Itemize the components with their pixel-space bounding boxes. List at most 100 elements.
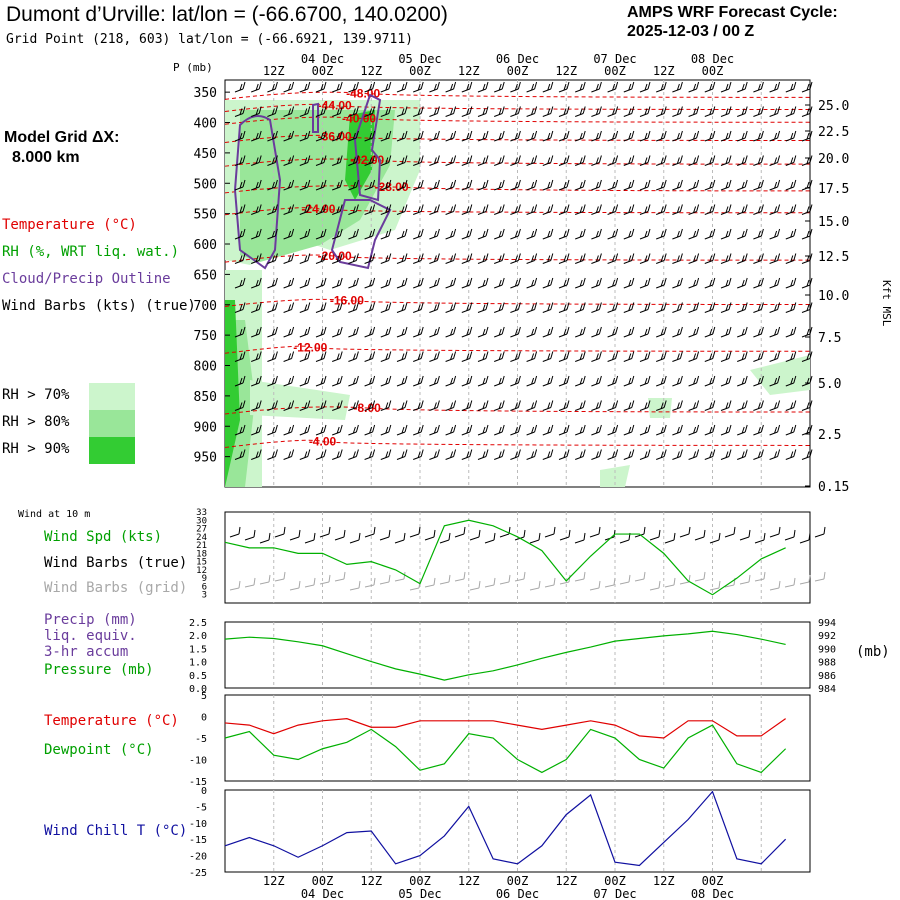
wind-barb	[558, 204, 570, 215]
wind-barb	[623, 204, 635, 215]
wind-barb	[380, 253, 392, 264]
grid-wind-barb	[319, 581, 330, 585]
wind-barb	[494, 326, 505, 338]
wind-barb	[332, 449, 343, 460]
wind-barb	[720, 326, 732, 338]
wind-barb	[575, 81, 586, 93]
wind-tick-label: 33	[196, 508, 207, 518]
wind-barb	[623, 253, 635, 264]
surface-wind-barb	[424, 536, 435, 541]
surface-wind-barb	[694, 536, 705, 541]
temperature-contour	[224, 439, 811, 448]
wind-barb	[753, 449, 764, 460]
wind-barb	[429, 228, 440, 240]
wind-barb	[234, 253, 246, 264]
wind-barb	[737, 179, 748, 191]
legend-cloud-outline: Cloud/Precip Outline	[2, 271, 171, 287]
wind-barb	[737, 326, 748, 338]
pressure-tick-label: 600	[194, 238, 217, 253]
wind-barb	[526, 449, 538, 460]
surface-wind-barb	[439, 539, 450, 544]
wind-barb	[510, 302, 521, 313]
grid-wind-barb	[808, 574, 811, 583]
wind-barb	[753, 204, 764, 215]
surface-wind-barb	[373, 526, 376, 535]
wind-barb	[623, 130, 635, 142]
surface-wind-barb	[484, 539, 495, 544]
wind-barb	[380, 81, 392, 93]
surface-wind-barb	[619, 539, 630, 544]
grid-wind-barb	[739, 581, 750, 585]
wind-barb	[785, 277, 797, 289]
grid-wind-barb	[538, 580, 541, 589]
wind-barb	[591, 277, 602, 289]
wind-barb	[769, 326, 781, 338]
temp-tick-label: -10	[189, 756, 207, 767]
wind-barb	[315, 253, 327, 264]
wind-barb	[639, 106, 651, 117]
wind-barb	[332, 302, 343, 313]
wind-chill-line	[224, 790, 787, 867]
wind-barb	[607, 351, 619, 362]
wind-barb	[348, 155, 359, 166]
legend-wind-barbs-grid: Wind Barbs (grid)	[44, 580, 188, 596]
wind-barb	[461, 204, 473, 215]
wind-barb	[429, 253, 440, 264]
wind-barb	[429, 179, 440, 191]
pressure-tick-label: 800	[194, 360, 217, 375]
wind-barb	[429, 400, 440, 411]
bottom-hour-label: 00Z	[507, 874, 529, 888]
wind-barb	[364, 130, 376, 142]
wind-barb	[526, 253, 538, 264]
wind-barb	[656, 81, 667, 93]
wind-barb	[380, 179, 392, 191]
grid-wind-barb	[619, 581, 630, 585]
wind-barb	[591, 204, 602, 215]
wind-barb	[413, 204, 424, 215]
top-date-label: 07 Dec	[593, 52, 636, 66]
wind-barb	[769, 375, 781, 387]
wind-barb	[639, 375, 651, 387]
wind-barb	[526, 81, 538, 93]
grid-wind-barb	[238, 580, 241, 589]
wind-barb	[785, 130, 797, 142]
wind-barb	[267, 204, 278, 215]
wind-barb	[639, 155, 651, 166]
wind-barb	[607, 326, 619, 338]
surface-wind-barb	[754, 539, 765, 544]
grid-wind-barb	[478, 580, 481, 589]
wind-barb	[688, 400, 700, 411]
grid-wind-barb	[724, 584, 735, 588]
wind-barb	[753, 351, 764, 362]
wind-barb	[607, 302, 619, 313]
surface-wind-barb	[718, 532, 721, 541]
wind-barb	[526, 106, 538, 117]
wind-barb	[656, 155, 667, 166]
wind-barb	[348, 228, 359, 240]
bottom-hour-label: 00Z	[312, 874, 334, 888]
surface-wind-barb	[808, 532, 811, 541]
grid-wind-barb	[388, 574, 391, 583]
wind-barb	[801, 204, 813, 215]
surface-wind-barb	[283, 526, 286, 535]
wind-barb	[656, 351, 667, 362]
wind-barb	[769, 130, 781, 142]
wind-tick-label: 3	[202, 591, 207, 601]
wind-barb	[672, 179, 683, 191]
wind-tick-label: 6	[202, 582, 207, 592]
wind-barb	[526, 130, 538, 142]
wind-barb	[688, 375, 700, 387]
bottom-hour-label: 12Z	[263, 874, 285, 888]
wind-barb	[510, 326, 521, 338]
surface-wind-barb	[598, 526, 601, 535]
wind-barb	[429, 424, 440, 436]
wind-barb	[267, 155, 278, 166]
wind-barb	[251, 424, 262, 436]
height-tick-label: 12.5	[818, 250, 849, 265]
wind-barb	[299, 106, 311, 117]
wind-barb	[737, 449, 748, 460]
wind-barb	[234, 351, 246, 362]
rh90-swatch	[89, 437, 135, 464]
height-tick-label: 15.0	[818, 215, 849, 230]
surface-wind-barb	[538, 532, 541, 541]
